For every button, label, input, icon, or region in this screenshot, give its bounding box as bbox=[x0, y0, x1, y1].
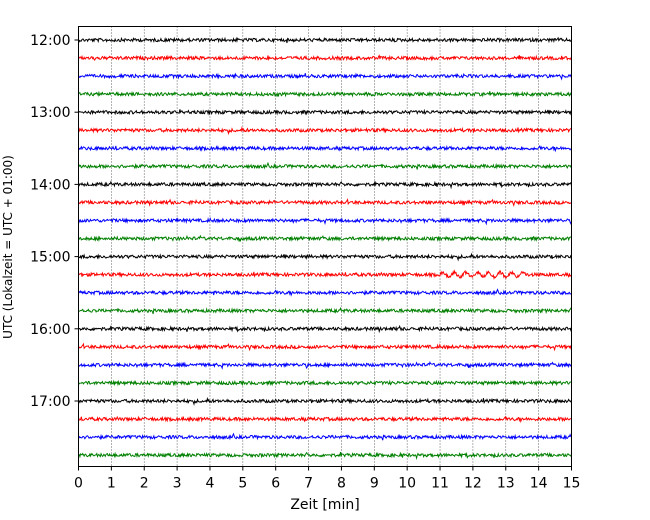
trace-1715 bbox=[78, 415, 572, 424]
x-tick-label-6: 6 bbox=[271, 476, 280, 492]
trace-1230 bbox=[78, 72, 572, 81]
trace-1700 bbox=[78, 396, 572, 406]
x-tick-label-3: 3 bbox=[173, 476, 182, 492]
x-tick-label-1: 1 bbox=[107, 476, 116, 492]
trace-1300 bbox=[78, 108, 572, 116]
trace-1645 bbox=[78, 379, 572, 387]
y-tick-label-1200: 12:00 bbox=[30, 33, 70, 49]
trace-1545 bbox=[78, 306, 572, 315]
trace-1745 bbox=[78, 451, 572, 461]
x-tick-label-11: 11 bbox=[431, 476, 449, 492]
x-tick-label-9: 9 bbox=[370, 476, 379, 492]
grid-lines bbox=[111, 26, 539, 467]
trace-1730 bbox=[78, 432, 572, 441]
y-tick-label-1600: 16:00 bbox=[30, 322, 70, 338]
x-tick-label-2: 2 bbox=[140, 476, 149, 492]
trace-1600 bbox=[78, 324, 572, 334]
trace-1245 bbox=[78, 90, 572, 98]
x-tick-label-0: 0 bbox=[74, 476, 83, 492]
trace-1515 bbox=[78, 269, 572, 280]
x-tick-label-10: 10 bbox=[398, 476, 416, 492]
x-axis-ticks: 0 1 2 3 4 5 6 7 8 9 10 11 12 13 14 15 bbox=[74, 466, 581, 492]
y-tick-label-1700: 17:00 bbox=[30, 394, 70, 410]
y-axis-ticks: 12:00 13:00 14:00 15:00 16:00 17:00 bbox=[30, 33, 79, 410]
trace-1415 bbox=[78, 198, 572, 207]
trace-1615 bbox=[78, 342, 572, 352]
y-axis-label: UTC (Lokalzeit = UTC + 01:00) bbox=[1, 155, 15, 339]
trace-1430 bbox=[78, 216, 572, 226]
trace-1315 bbox=[78, 126, 572, 136]
x-tick-label-4: 4 bbox=[206, 476, 215, 492]
trace-1330 bbox=[78, 144, 572, 153]
trace-1400 bbox=[78, 180, 572, 190]
trace-1630 bbox=[78, 361, 572, 370]
x-tick-label-13: 13 bbox=[497, 476, 515, 492]
x-tick-label-5: 5 bbox=[238, 476, 247, 492]
y-tick-label-1500: 15:00 bbox=[30, 250, 70, 266]
x-tick-label-8: 8 bbox=[337, 476, 346, 492]
trace-1500 bbox=[78, 252, 572, 262]
x-tick-label-14: 14 bbox=[530, 476, 548, 492]
trace-1445 bbox=[78, 234, 572, 243]
trace-1200 bbox=[78, 36, 572, 44]
trace-layer bbox=[78, 36, 572, 461]
x-axis-label: Zeit [min] bbox=[290, 497, 359, 513]
x-tick-label-15: 15 bbox=[563, 476, 581, 492]
y-tick-label-1300: 13:00 bbox=[30, 105, 70, 121]
trace-1530 bbox=[78, 288, 572, 297]
trace-1345 bbox=[78, 161, 572, 170]
x-tick-label-7: 7 bbox=[304, 476, 313, 492]
trace-1215 bbox=[78, 54, 572, 62]
x-tick-label-12: 12 bbox=[464, 476, 482, 492]
y-tick-label-1400: 14:00 bbox=[30, 177, 70, 193]
plot-frame bbox=[78, 26, 572, 467]
